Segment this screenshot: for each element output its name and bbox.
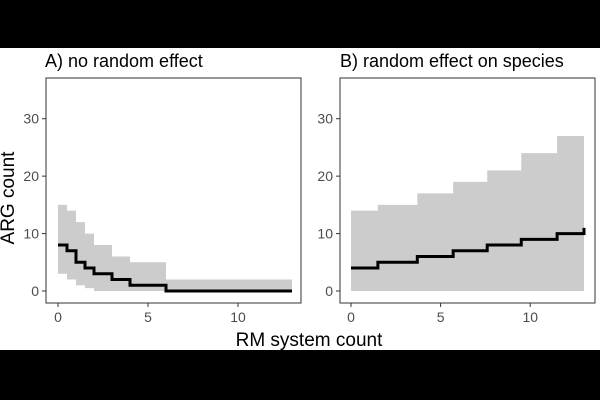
y-tick-label: 30 <box>317 111 333 127</box>
y-tick-label: 0 <box>325 283 333 299</box>
panel-a-step-line-series-0 <box>58 243 292 293</box>
panel-b-step-line-series-0 <box>351 227 586 270</box>
y-tick-label: 30 <box>23 111 39 127</box>
panel-b-title: B) random effect on species <box>340 51 564 71</box>
y-tick-label: 20 <box>317 168 333 184</box>
y-tick-label: 10 <box>23 226 39 242</box>
panel-b-frame <box>339 77 596 304</box>
panel-a-y-ticks: 0 10 20 30 <box>23 111 46 299</box>
panel-a-title: A) no random effect <box>45 51 203 71</box>
panel-b-y-ticks: 0 10 20 30 <box>317 111 340 299</box>
x-tick-label: 10 <box>230 309 246 325</box>
panel-a: A) no random effect 0 10 20 30 0 5 10 <box>23 51 302 325</box>
panel-b-plot <box>350 112 586 291</box>
y-tick-label: 0 <box>31 283 39 299</box>
x-tick-label: 5 <box>437 309 445 325</box>
y-axis-title: ARG count <box>0 151 19 245</box>
x-tick-label: 10 <box>522 309 538 325</box>
panel-a-ribbon-series-0 <box>58 204 292 291</box>
y-tick-label: 20 <box>23 168 39 184</box>
panel-b: B) random effect on species 0 10 20 30 0 5 10 <box>317 51 596 325</box>
panel-a-x-ticks: 0 5 10 <box>54 303 246 325</box>
panel-a-frame <box>45 77 302 304</box>
panel-b-ribbon-series-0 <box>351 112 584 291</box>
x-tick-label: 0 <box>54 309 62 325</box>
panel-a-plot <box>57 204 293 293</box>
x-tick-label: 0 <box>347 309 355 325</box>
x-tick-label: 5 <box>144 309 152 325</box>
x-axis-title: RM system count <box>236 330 383 351</box>
panel-b-x-ticks: 0 5 10 <box>347 303 538 325</box>
y-tick-label: 10 <box>317 226 333 242</box>
